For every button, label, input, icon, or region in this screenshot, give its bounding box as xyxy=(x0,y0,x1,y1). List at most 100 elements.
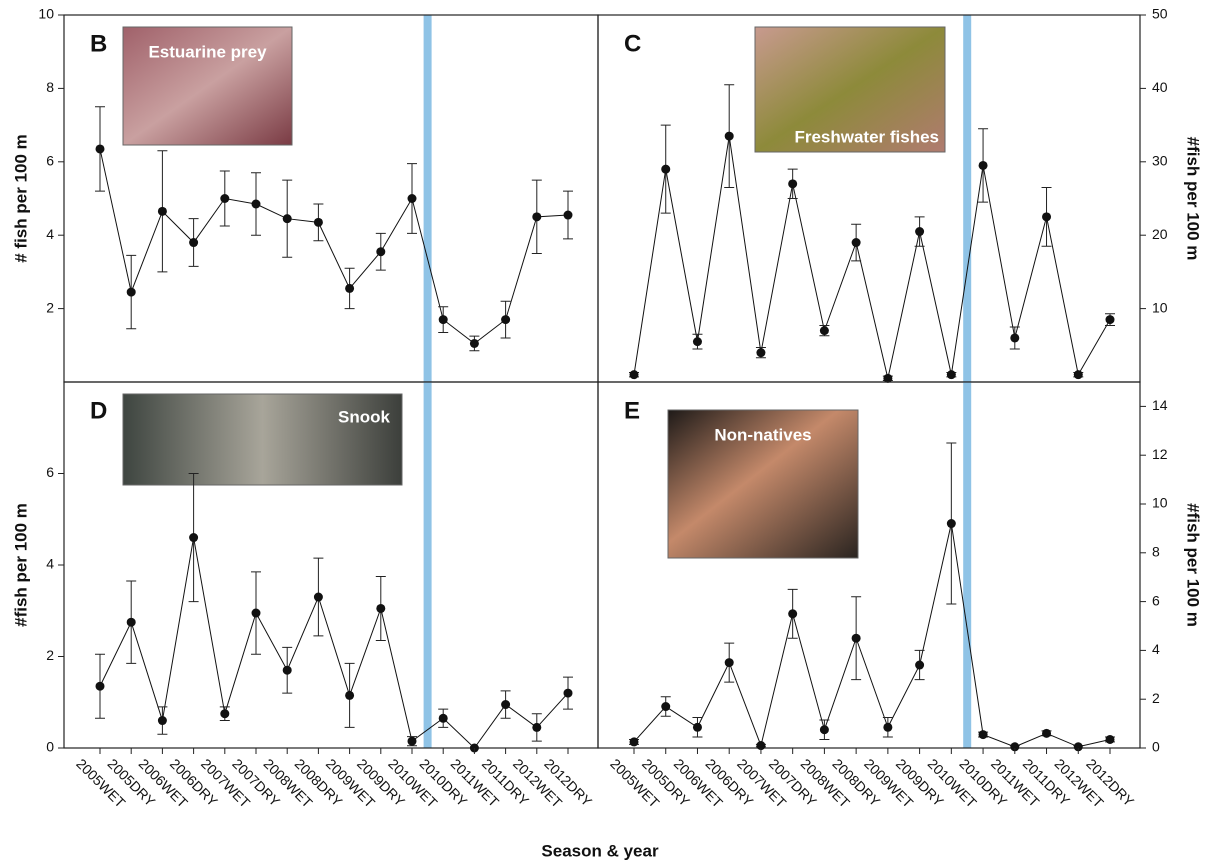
point xyxy=(252,200,261,209)
point xyxy=(501,315,510,324)
event-band xyxy=(424,15,432,382)
panel-letter: B xyxy=(90,30,107,57)
point xyxy=(661,702,670,711)
page: {"xlabel": "Season & year", "chart_data"… xyxy=(0,0,1209,864)
y-tick-label: 12 xyxy=(1152,446,1168,462)
y-tick-label: 10 xyxy=(1152,495,1168,511)
point xyxy=(220,709,229,718)
y-tick-label: 0 xyxy=(46,739,54,755)
point xyxy=(693,337,702,346)
point xyxy=(630,370,639,379)
panel-letter: E xyxy=(624,397,640,424)
point xyxy=(788,179,797,188)
event-band xyxy=(424,382,432,748)
point xyxy=(1042,212,1051,221)
y-axis-title: #fish per 100 m xyxy=(11,503,30,627)
point xyxy=(189,238,198,247)
point xyxy=(947,519,956,528)
point xyxy=(376,247,385,256)
event-band xyxy=(963,15,971,382)
point xyxy=(532,723,541,732)
point xyxy=(820,326,829,335)
point xyxy=(820,725,829,734)
y-tick-label: 2 xyxy=(46,647,54,663)
point xyxy=(470,339,479,348)
photo-label: Freshwater fishes xyxy=(794,127,939,146)
point xyxy=(96,144,105,153)
point xyxy=(947,370,956,379)
point xyxy=(314,218,323,227)
point xyxy=(127,288,136,297)
panel-letter: D xyxy=(90,397,107,424)
point xyxy=(852,634,861,643)
point xyxy=(96,682,105,691)
point xyxy=(1106,315,1115,324)
y-tick-label: 0 xyxy=(1152,739,1160,755)
y-tick-label: 30 xyxy=(1152,153,1168,169)
chart: Season & year BEstuarine prey246810# fis… xyxy=(0,0,1209,864)
photo-label: Non-natives xyxy=(714,425,811,444)
x-axis-title: Season & year xyxy=(541,841,659,860)
point xyxy=(158,207,167,216)
point xyxy=(1074,370,1083,379)
point xyxy=(915,661,924,670)
y-tick-label: 40 xyxy=(1152,79,1168,95)
point xyxy=(564,689,573,698)
y-tick-label: 10 xyxy=(38,6,54,22)
point xyxy=(693,723,702,732)
point xyxy=(725,658,734,667)
y-tick-label: 2 xyxy=(46,299,54,315)
event-band xyxy=(963,382,971,748)
series-line xyxy=(634,136,1110,378)
point xyxy=(883,723,892,732)
panel-letter: C xyxy=(624,30,641,57)
y-tick-label: 20 xyxy=(1152,226,1168,242)
y-tick-label: 8 xyxy=(46,79,54,95)
point xyxy=(788,609,797,618)
point xyxy=(1042,729,1051,738)
series-line xyxy=(100,149,568,344)
y-tick-label: 4 xyxy=(1152,641,1160,657)
point xyxy=(439,714,448,723)
y-tick-label: 14 xyxy=(1152,397,1168,413)
point xyxy=(630,737,639,746)
y-tick-label: 4 xyxy=(46,556,54,572)
point xyxy=(725,132,734,141)
point xyxy=(314,593,323,602)
y-tick-label: 6 xyxy=(46,464,54,480)
point xyxy=(189,533,198,542)
point xyxy=(979,730,988,739)
y-tick-label: 50 xyxy=(1152,6,1168,22)
point xyxy=(1106,735,1115,744)
y-tick-label: 6 xyxy=(1152,592,1160,608)
point xyxy=(220,194,229,203)
photo-label: Snook xyxy=(338,407,390,426)
y-tick-label: 6 xyxy=(46,153,54,169)
point xyxy=(501,700,510,709)
point xyxy=(756,348,765,357)
y-tick-label: 10 xyxy=(1152,299,1168,315)
point xyxy=(252,609,261,618)
point xyxy=(979,161,988,170)
y-tick-label: 4 xyxy=(46,226,54,242)
point xyxy=(158,716,167,725)
point xyxy=(439,315,448,324)
point xyxy=(345,284,354,293)
y-tick-label: 8 xyxy=(1152,544,1160,560)
point xyxy=(532,212,541,221)
point xyxy=(915,227,924,236)
y-tick-label: 2 xyxy=(1152,690,1160,706)
y-axis-title: #fish per 100 m xyxy=(1184,503,1203,627)
point xyxy=(661,165,670,174)
point xyxy=(376,604,385,613)
point xyxy=(408,194,417,203)
point xyxy=(408,737,417,746)
point xyxy=(283,214,292,223)
series-line xyxy=(100,538,568,748)
point xyxy=(852,238,861,247)
point xyxy=(283,666,292,675)
point xyxy=(1010,333,1019,342)
y-axis-title: #fish per 100 m xyxy=(1184,137,1203,261)
point xyxy=(127,618,136,627)
photo-label: Estuarine prey xyxy=(148,42,267,61)
